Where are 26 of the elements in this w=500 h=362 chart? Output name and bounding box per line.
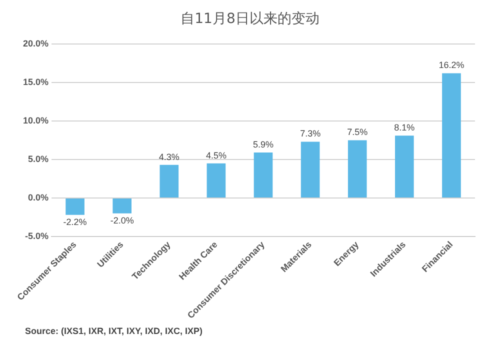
data-label: 4.3% [158, 152, 180, 162]
y-tick-label: -5.0% [25, 230, 49, 241]
chart-title: 自11月8日以来的变动 [180, 10, 320, 28]
y-tick-label: 15.0% [22, 76, 49, 87]
source-note: Source: (IXS1, IXR, IXT, IXY, IXD, IXC, IXP) [25, 326, 203, 336]
data-label: 7.3% [300, 128, 321, 139]
data-label: 4.5% [206, 150, 226, 160]
data-label: 8.1% [394, 122, 415, 133]
data-label: 5.9% [253, 140, 274, 150]
y-tick-label: 0.0% [28, 192, 49, 202]
bar [112, 198, 132, 214]
bar [254, 152, 273, 198]
bar [66, 198, 84, 215]
data-label: 16.2% [438, 60, 464, 70]
bar [206, 163, 226, 198]
data-label: -2.0% [110, 215, 134, 226]
bar [300, 142, 320, 198]
bar [442, 73, 461, 198]
bar [160, 164, 179, 198]
data-label: -2.2% [63, 216, 87, 227]
bar [395, 136, 414, 198]
y-tick-label: 10.0% [22, 115, 49, 126]
y-tick-label: 20.0% [22, 38, 49, 48]
y-tick-label: 5.0% [28, 154, 49, 164]
data-label: 7.5% [347, 127, 368, 138]
bar [348, 140, 367, 198]
